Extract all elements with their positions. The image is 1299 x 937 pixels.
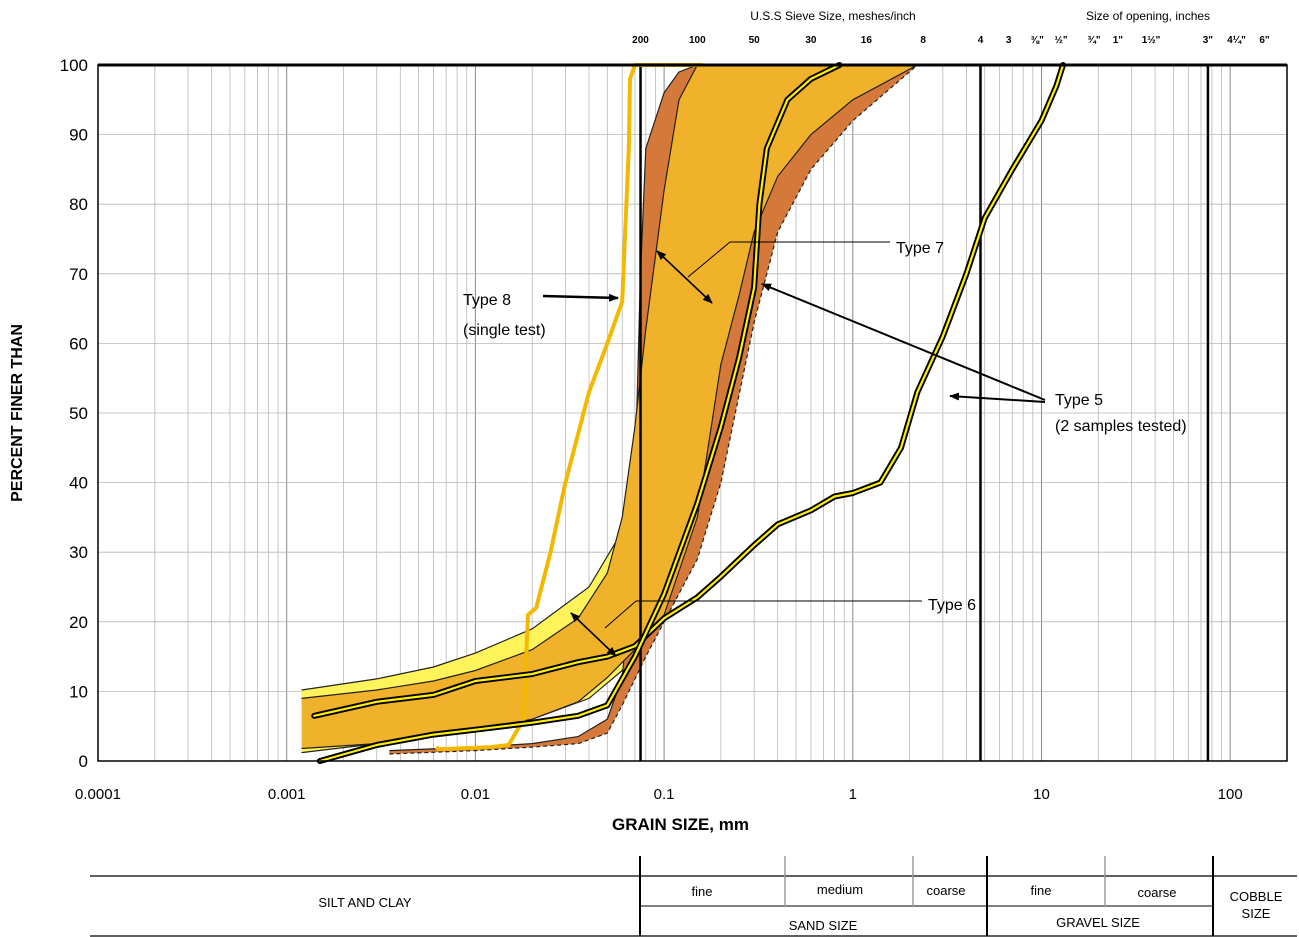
x-tick-label: 0.001 bbox=[268, 786, 306, 803]
class-gravel-fine: fine bbox=[1031, 883, 1052, 898]
x-tick-label: 10 bbox=[1033, 786, 1050, 803]
class-cobble: COBBLE bbox=[1230, 889, 1283, 904]
sieve-label: ½" bbox=[1055, 35, 1068, 46]
annotation-arrow bbox=[570, 612, 617, 657]
x-axis-label: GRAIN SIZE, mm bbox=[612, 815, 749, 834]
x-tick-label: 1 bbox=[849, 786, 857, 803]
sieve-label: 3" bbox=[1203, 35, 1214, 46]
gradation-curves bbox=[311, 62, 1066, 764]
band-fill bbox=[301, 65, 918, 749]
annotation-label: Type 5 bbox=[1055, 392, 1103, 409]
class-sand-fine: fine bbox=[692, 884, 713, 899]
y-tick-label: 10 bbox=[69, 682, 88, 701]
sieve-label: 30 bbox=[805, 35, 817, 46]
opening-header: Size of opening, inches bbox=[1086, 9, 1210, 23]
class-silt-clay: SILT AND CLAY bbox=[318, 895, 412, 910]
annotation-label: Type 6 bbox=[928, 597, 976, 614]
class-sand-medium: medium bbox=[817, 882, 863, 897]
sieve-label: 100 bbox=[689, 35, 706, 46]
sieve-label: ⅜" bbox=[1031, 35, 1044, 46]
annotation-label: (2 samples tested) bbox=[1055, 418, 1187, 435]
class-sand-size: SAND SIZE bbox=[789, 918, 858, 933]
annotation-arrow bbox=[949, 392, 1046, 403]
class-gravel-size: GRAVEL SIZE bbox=[1056, 915, 1140, 930]
y-tick-label: 0 bbox=[79, 752, 88, 771]
sieve-label: 1½" bbox=[1142, 35, 1161, 46]
y-tick-label: 50 bbox=[69, 404, 88, 423]
sieve-label: 3 bbox=[1006, 35, 1012, 46]
series-line bbox=[318, 63, 841, 763]
y-tick-label: 40 bbox=[69, 474, 88, 493]
annotation-arrow bbox=[761, 283, 1046, 401]
annotation-label: (single test) bbox=[463, 322, 546, 339]
series-line bbox=[313, 63, 1065, 717]
y-tick-label: 20 bbox=[69, 613, 88, 632]
annotation-label: Type 8 bbox=[463, 292, 511, 309]
y-tick-label: 70 bbox=[69, 265, 88, 284]
band-upper-limit bbox=[301, 64, 918, 699]
soil-classification-table: SILT AND CLAY fine medium coarse SAND SIZE fi… bbox=[90, 856, 1297, 937]
annotation-arrow bbox=[542, 293, 619, 302]
sieve-label: 6" bbox=[1259, 35, 1270, 46]
class-gravel-coarse: coarse bbox=[1137, 885, 1176, 900]
sieve-label: 4¼" bbox=[1227, 35, 1246, 46]
y-tick-label: 90 bbox=[69, 126, 88, 145]
annotation-arrow bbox=[656, 250, 713, 304]
sieve-label: 4 bbox=[978, 35, 984, 46]
x-tick-label: 100 bbox=[1218, 786, 1243, 803]
sieve-header: U.S.S Sieve Size, meshes/inch bbox=[750, 9, 915, 23]
sieve-label: 200 bbox=[632, 35, 649, 46]
sieve-label: ¾" bbox=[1088, 35, 1101, 46]
annotation-label: Type 7 bbox=[896, 240, 944, 257]
y-axis-label: PERCENT FINER THAN bbox=[9, 324, 26, 502]
x-tick-label: 0.1 bbox=[654, 786, 675, 803]
sieve-label: 16 bbox=[861, 35, 873, 46]
sieve-label: 50 bbox=[749, 35, 761, 46]
y-tick-label: 30 bbox=[69, 543, 88, 562]
class-cobble: SIZE bbox=[1242, 906, 1271, 921]
series-line bbox=[434, 63, 703, 752]
sieve-label: 1" bbox=[1113, 35, 1124, 46]
y-tick-label: 80 bbox=[69, 195, 88, 214]
x-tick-label: 0.01 bbox=[461, 786, 490, 803]
x-tick-label: 0.0001 bbox=[75, 786, 121, 803]
y-tick-label: 60 bbox=[69, 334, 88, 353]
annotations: Type 8 (single test) Type 7 Type 6 Type 5 (2 … bbox=[463, 240, 1187, 657]
class-sand-coarse: coarse bbox=[926, 883, 965, 898]
sieve-label: 8 bbox=[920, 35, 926, 46]
y-tick-label: 100 bbox=[60, 56, 88, 75]
axes: 0.0001 0.001 0.01 0.1 1 10 100 0 10 20 30 40 50 60 70 8… bbox=[9, 9, 1288, 834]
